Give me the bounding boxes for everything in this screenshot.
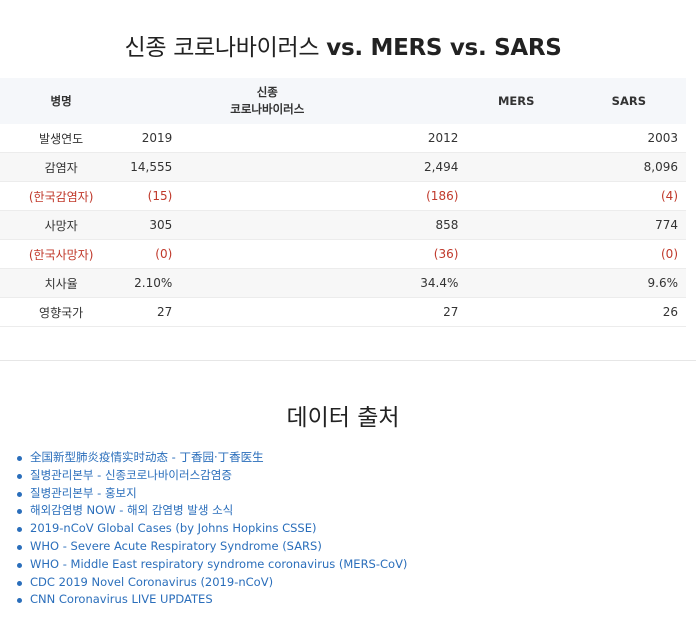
comparison-table: 병명 신종 코로나바이러스 MERS SARS 발생연도 2019 2012 2… — [0, 78, 686, 327]
sources-title: 데이터 출처 — [286, 405, 400, 431]
header-mers: MERS — [412, 78, 581, 124]
sources-list: 全国新型肺炎疫情实时动态 - 丁香园·丁香医生 질병관리본부 - 신종코로나바이… — [0, 449, 407, 609]
cell-ncov: 305 — [122, 210, 413, 240]
bullet-icon — [17, 456, 22, 461]
table-header-row: 병명 신종 코로나바이러스 MERS SARS — [0, 78, 686, 124]
cell-ncov: 2.10% — [122, 268, 413, 298]
cell-mers: 27 — [412, 297, 581, 327]
row-label: (한국감염자) — [0, 181, 123, 211]
table-row: (한국사망자) (0) (36) (0) — [0, 239, 686, 269]
cell-mers: 858 — [412, 210, 581, 240]
list-item: WHO - Severe Acute Respiratory Syndrome … — [17, 538, 407, 556]
table-row: 발생연도 2019 2012 2003 — [0, 124, 686, 153]
cell-sars: (0) — [580, 239, 686, 269]
bullet-icon — [17, 491, 22, 497]
source-link[interactable]: WHO - Middle East respiratory syndrome c… — [30, 556, 408, 571]
title-latin: vs. MERS vs. SARS — [326, 35, 562, 61]
list-item: 2019-nCoV Global Cases (by Johns Hopkins… — [17, 520, 407, 538]
title-korean: 신종 코로나바이러스 — [124, 35, 320, 61]
source-link[interactable]: WHO - Severe Acute Respiratory Syndrome … — [30, 538, 322, 553]
row-label: 감염자 — [0, 152, 123, 182]
cell-ncov: (0) — [122, 239, 413, 269]
cell-sars: 26 — [580, 297, 686, 327]
list-item: CDC 2019 Novel Coronavirus (2019-nCoV) — [17, 574, 407, 592]
header-ncov-line1: 신종 — [256, 85, 278, 99]
list-item: 全国新型肺炎疫情实时动态 - 丁香园·丁香医生 — [17, 449, 407, 467]
bullet-icon — [17, 580, 22, 586]
table-row: (한국감염자) (15) (186) (4) — [0, 181, 686, 211]
table-row: 사망자 305 858 774 — [0, 210, 686, 240]
cell-mers: (36) — [412, 239, 581, 269]
bullet-icon — [17, 473, 22, 479]
header-sars: SARS — [580, 78, 686, 124]
header-ncov-line2: 코로나바이러스 — [230, 102, 305, 116]
page-title: 신종 코로나바이러스 vs. MERS vs. SARS — [0, 28, 686, 62]
cell-sars: 8,096 — [580, 152, 686, 182]
cell-mers: 2,494 — [412, 152, 581, 182]
cell-ncov: 14,555 — [122, 152, 413, 182]
header-disease: 병명 — [0, 78, 123, 124]
source-link[interactable]: 全国新型肺炎疫情实时动态 - 丁香园·丁香医生 — [30, 450, 264, 464]
bullet-icon — [17, 562, 22, 568]
bullet-icon — [17, 509, 22, 515]
row-label: 사망자 — [0, 210, 123, 240]
cell-mers: (186) — [412, 181, 581, 211]
source-link[interactable]: 질병관리본부 - 신종코로나바이러스감염증 — [30, 467, 232, 482]
cell-ncov: 2019 — [122, 124, 413, 153]
bullet-icon — [17, 527, 22, 533]
cell-sars: 9.6% — [580, 268, 686, 298]
row-label: 발생연도 — [0, 124, 123, 153]
bullet-icon — [17, 544, 22, 550]
list-item: WHO - Middle East respiratory syndrome c… — [17, 556, 408, 574]
row-label: 치사율 — [0, 268, 123, 298]
list-item: 질병관리본부 - 홍보지 — [17, 485, 407, 503]
source-link[interactable]: 해외감염병 NOW - 해외 감염병 발생 소식 — [30, 503, 234, 518]
cell-mers: 34.4% — [412, 268, 581, 298]
header-ncov: 신종 코로나바이러스 — [122, 78, 413, 124]
cell-ncov: (15) — [122, 181, 413, 211]
source-link[interactable]: 2019-nCoV Global Cases (by Johns Hopkins… — [30, 521, 317, 536]
section-divider — [0, 360, 696, 361]
cell-ncov: 27 — [122, 297, 413, 327]
list-item: CNN Coronavirus LIVE UPDATES — [17, 591, 407, 609]
source-link[interactable]: CNN Coronavirus LIVE UPDATES — [30, 592, 213, 607]
cell-mers: 2012 — [412, 124, 581, 153]
source-link[interactable]: 질병관리본부 - 홍보지 — [30, 485, 137, 500]
bullet-icon — [17, 598, 22, 604]
table-row: 감염자 14,555 2,494 8,096 — [0, 152, 686, 182]
cell-sars: 2003 — [580, 124, 686, 153]
cell-sars: 774 — [580, 210, 686, 240]
list-item: 해외감염병 NOW - 해외 감염병 발생 소식 — [17, 502, 407, 520]
table-row: 치사율 2.10% 34.4% 9.6% — [0, 268, 686, 298]
source-link[interactable]: CDC 2019 Novel Coronavirus (2019-nCoV) — [30, 574, 274, 589]
row-label: (한국사망자) — [0, 239, 123, 269]
list-item: 질병관리본부 - 신종코로나바이러스감염증 — [17, 467, 407, 485]
table-row: 영향국가 27 27 26 — [0, 297, 686, 327]
row-label: 영향국가 — [0, 297, 123, 327]
cell-sars: (4) — [580, 181, 686, 211]
